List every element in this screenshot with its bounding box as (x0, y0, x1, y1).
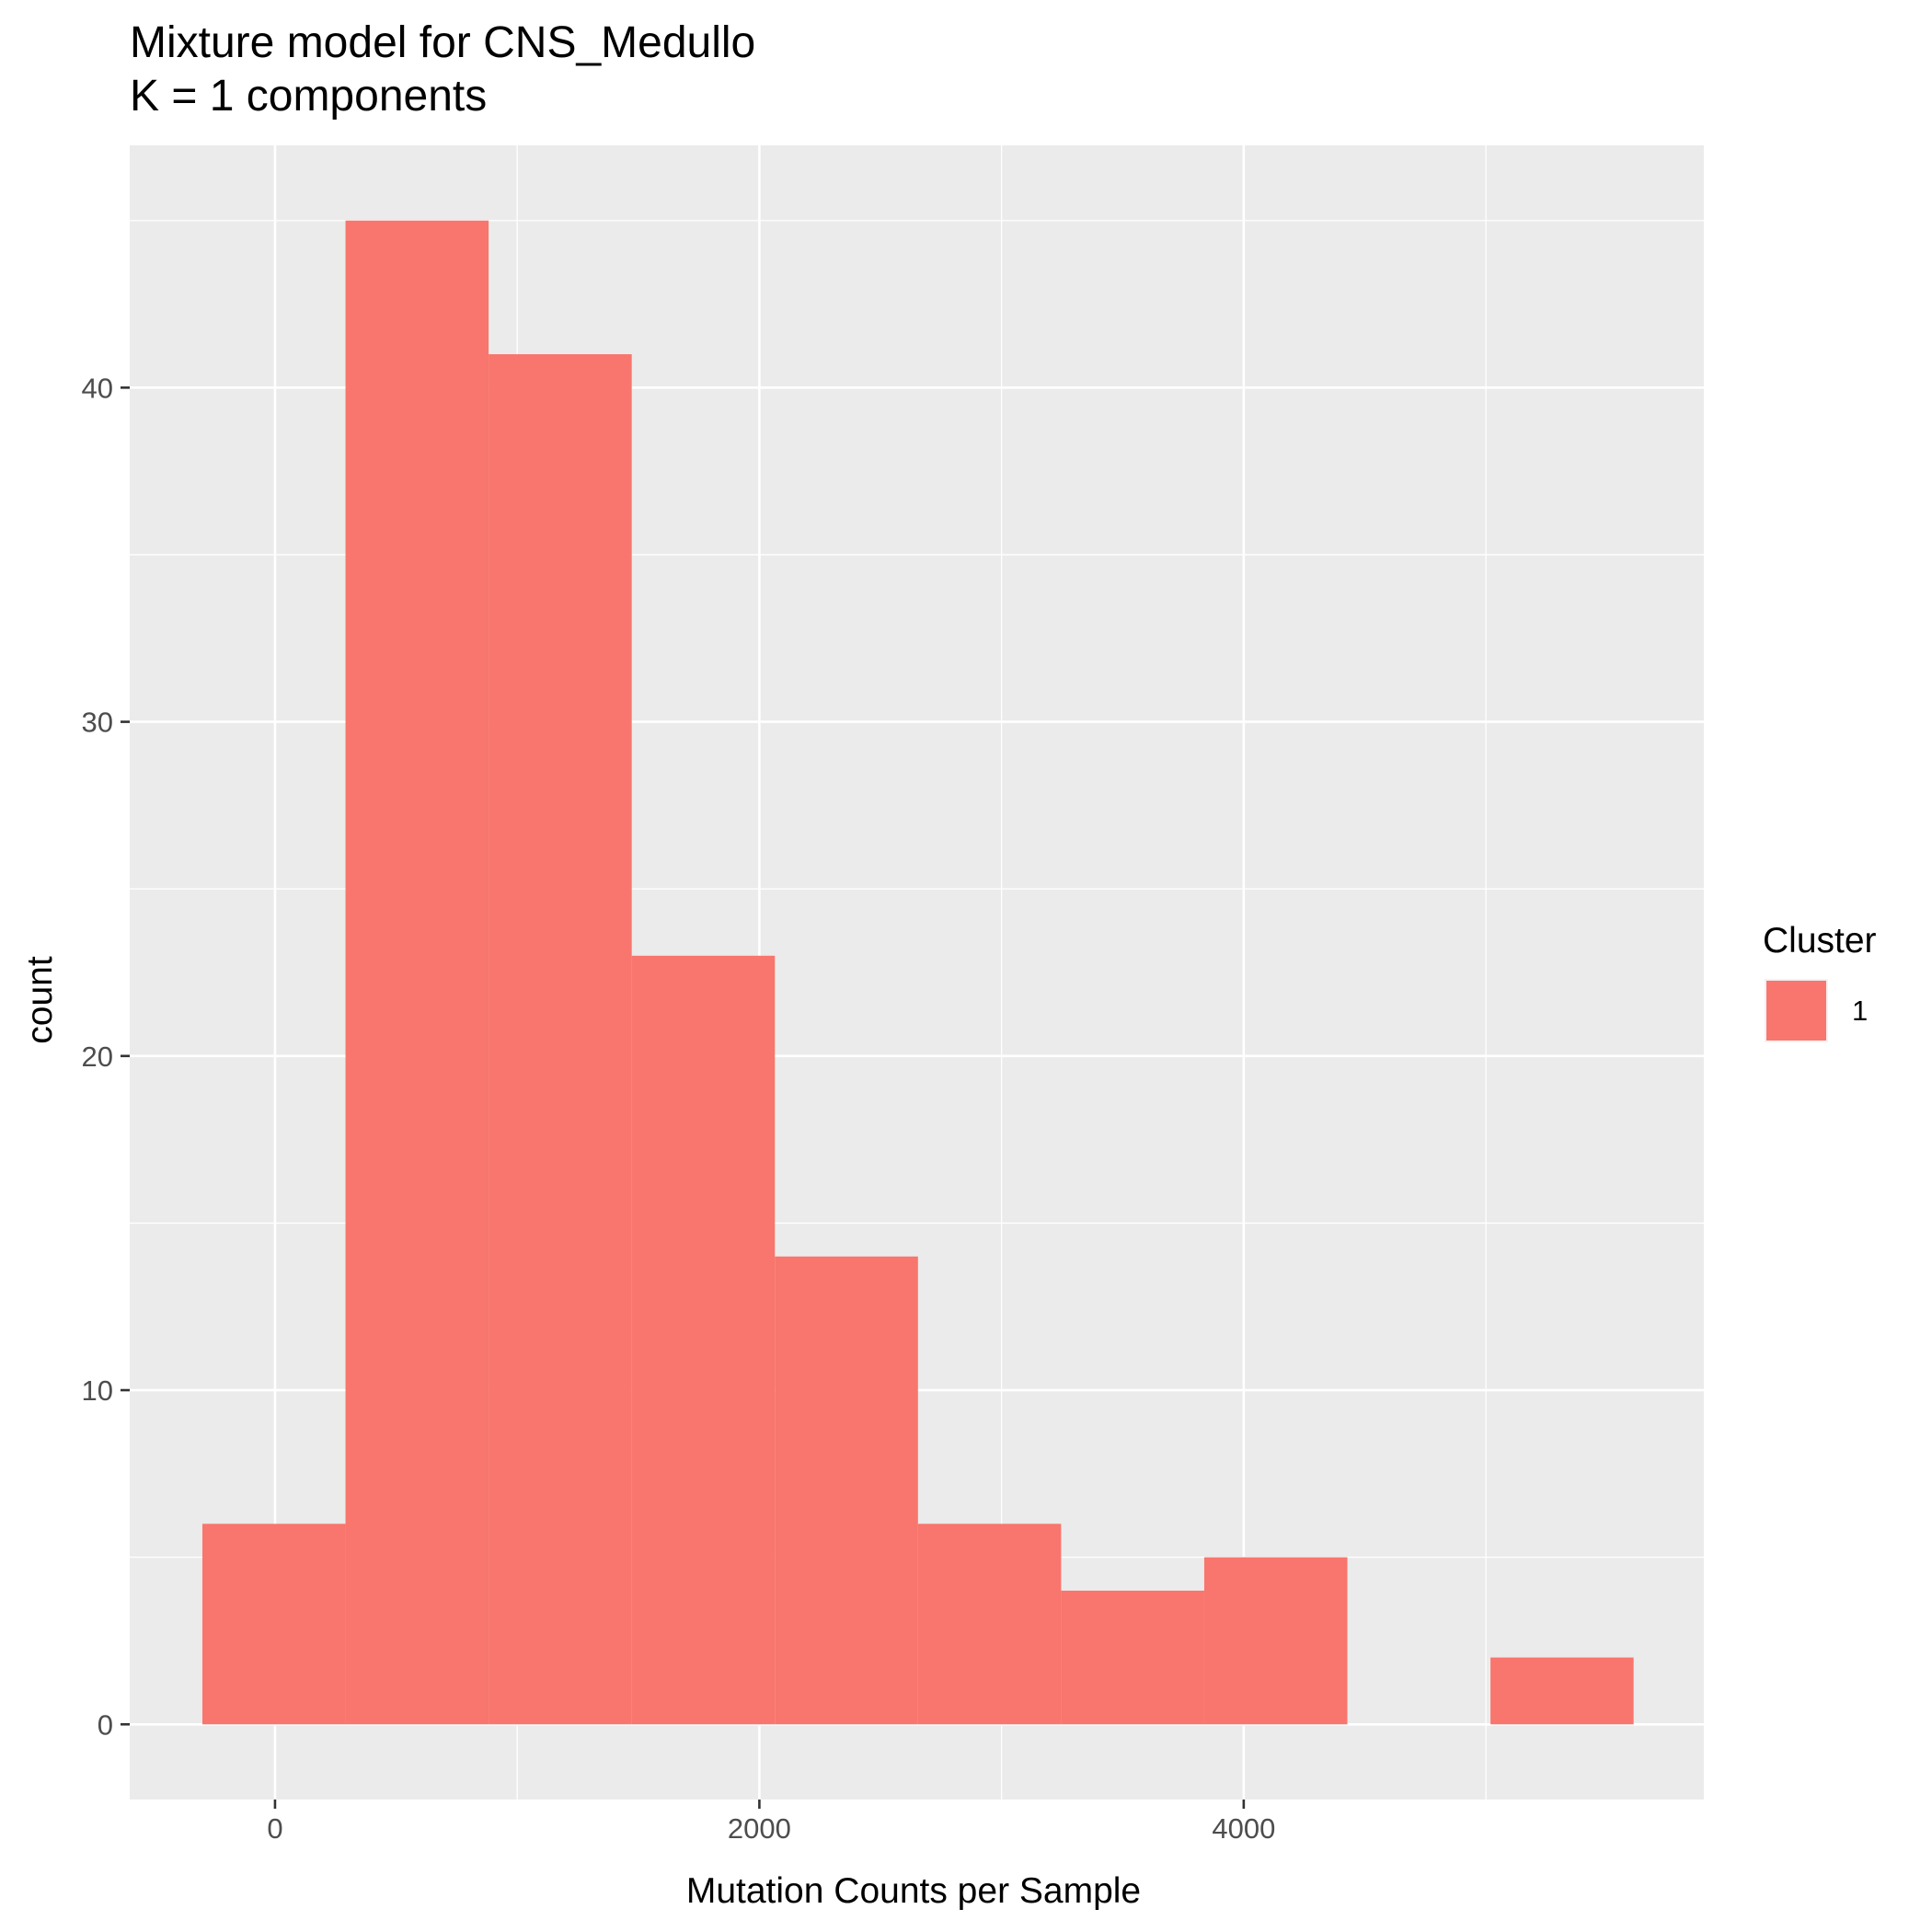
x-tick-label: 0 (267, 1812, 282, 1845)
histogram-bar-6 (917, 1524, 1062, 1725)
histogram-bar-1 (201, 1524, 346, 1725)
y-tick-label: 30 (82, 707, 113, 739)
histogram-bar-10 (1490, 1657, 1634, 1725)
histogram-bar-5 (775, 1256, 918, 1725)
x-axis-title: Mutation Counts per Sample (686, 1871, 1141, 1911)
y-tick-label: 0 (98, 1708, 113, 1741)
y-axis-title: count (20, 956, 60, 1044)
legend: Cluster 1 (1763, 921, 1877, 1042)
y-tick-label: 40 (82, 372, 113, 404)
y-tick-label: 20 (82, 1041, 113, 1073)
histogram-bars (201, 220, 1634, 1725)
chart-title: Mixture model for CNS_Medullo (130, 18, 755, 67)
y-axis-ticks: 0 10 20 30 40 (82, 372, 130, 1741)
histogram-bar-7 (1061, 1590, 1204, 1725)
histogram-bar-2 (345, 220, 489, 1725)
y-tick-label: 10 (82, 1374, 113, 1407)
legend-label-1: 1 (1852, 995, 1868, 1027)
histogram-bar-4 (631, 955, 776, 1725)
legend-title: Cluster (1763, 921, 1877, 960)
x-tick-label: 2000 (728, 1812, 791, 1845)
x-tick-label: 4000 (1212, 1812, 1275, 1845)
chart-subtitle: K = 1 components (130, 72, 487, 121)
histogram-bar-8 (1203, 1557, 1348, 1725)
x-axis-ticks: 0 2000 4000 (267, 1800, 1275, 1845)
histogram-bar-3 (489, 354, 632, 1725)
legend-swatch-1 (1766, 981, 1826, 1041)
